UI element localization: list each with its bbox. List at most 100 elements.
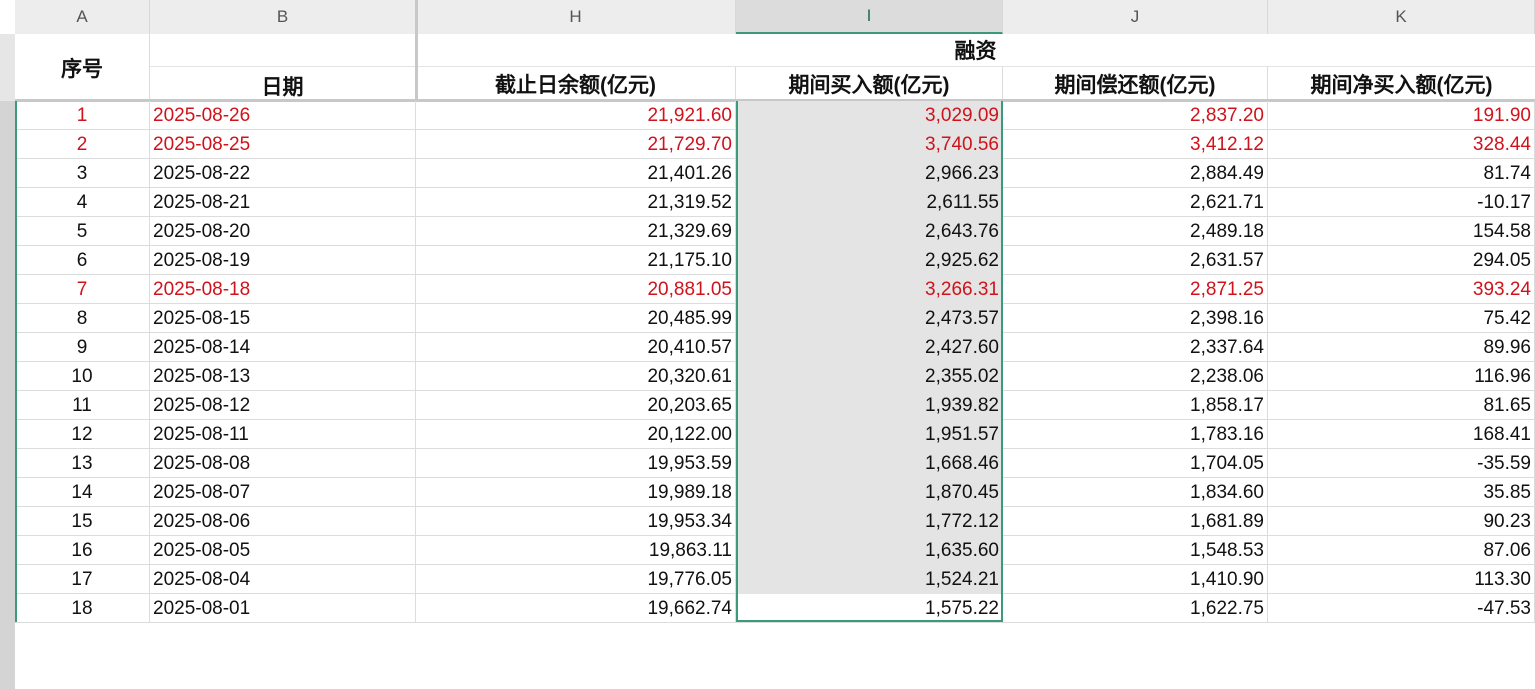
cell-I[interactable]: 2,611.55 [736,188,1003,217]
cell-J[interactable]: 1,783.16 [1003,420,1268,449]
cell-H[interactable]: 19,953.34 [416,507,736,536]
cell-B[interactable]: 2025-08-18 [150,275,416,304]
cell-K[interactable]: 168.41 [1268,420,1535,449]
cell-I[interactable]: 2,473.57 [736,304,1003,333]
cell-A[interactable]: 17 [15,565,150,594]
cell-I[interactable]: 1,772.12 [736,507,1003,536]
cell-A[interactable]: 11 [15,391,150,420]
cell-K[interactable]: 87.06 [1268,536,1535,565]
cell-A[interactable]: 12 [15,420,150,449]
cell-B[interactable]: 2025-08-20 [150,217,416,246]
cell-J[interactable]: 1,681.89 [1003,507,1268,536]
cell-H[interactable]: 21,329.69 [416,217,736,246]
cell-K[interactable]: 294.05 [1268,246,1535,275]
cell-K[interactable]: 116.96 [1268,362,1535,391]
cell-J[interactable]: 1,834.60 [1003,478,1268,507]
cell-K[interactable]: 113.30 [1268,565,1535,594]
cell-K[interactable]: -10.17 [1268,188,1535,217]
cell-I[interactable]: 1,668.46 [736,449,1003,478]
cell-B[interactable]: 2025-08-08 [150,449,416,478]
cell-J[interactable]: 3,412.12 [1003,130,1268,159]
cell-H[interactable]: 20,203.65 [416,391,736,420]
cell-J[interactable]: 2,631.57 [1003,246,1268,275]
cell-J[interactable]: 1,548.53 [1003,536,1268,565]
cell-H[interactable]: 20,320.61 [416,362,736,391]
cell-J[interactable]: 1,410.90 [1003,565,1268,594]
cell-B[interactable]: 2025-08-19 [150,246,416,275]
cell-H[interactable]: 20,881.05 [416,275,736,304]
cell-A[interactable]: 14 [15,478,150,507]
column-header-B[interactable]: B [150,0,416,34]
cell-J[interactable]: 2,871.25 [1003,275,1268,304]
cell-A[interactable]: 4 [15,188,150,217]
cell-I[interactable]: 3,029.09 [736,101,1003,130]
cell-A[interactable]: 8 [15,304,150,333]
cell-J[interactable]: 2,884.49 [1003,159,1268,188]
cell-I[interactable]: 2,925.62 [736,246,1003,275]
column-header-K[interactable]: K [1268,0,1535,34]
cell-H[interactable]: 20,410.57 [416,333,736,362]
column-header-H[interactable]: H [416,0,736,34]
cell-I[interactable]: 2,427.60 [736,333,1003,362]
cell-B[interactable]: 2025-08-26 [150,101,416,130]
cell-A[interactable]: 9 [15,333,150,362]
cell-H[interactable]: 21,319.52 [416,188,736,217]
cell-K[interactable]: 90.23 [1268,507,1535,536]
cell-A[interactable]: 15 [15,507,150,536]
cell-I[interactable]: 3,266.31 [736,275,1003,304]
cell-A[interactable]: 6 [15,246,150,275]
cell-J[interactable]: 2,837.20 [1003,101,1268,130]
cell-A[interactable]: 13 [15,449,150,478]
cell-K[interactable]: 89.96 [1268,333,1535,362]
cell-I[interactable]: 2,355.02 [736,362,1003,391]
cell-H[interactable]: 21,921.60 [416,101,736,130]
cell-J[interactable]: 2,621.71 [1003,188,1268,217]
cell-B[interactable]: 2025-08-12 [150,391,416,420]
cell-K[interactable]: 81.65 [1268,391,1535,420]
cell-K[interactable]: 75.42 [1268,304,1535,333]
cell-A[interactable]: 16 [15,536,150,565]
cell-I[interactable]: 1,939.82 [736,391,1003,420]
cell-J[interactable]: 2,238.06 [1003,362,1268,391]
cell-J[interactable]: 2,398.16 [1003,304,1268,333]
cell-A[interactable]: 7 [15,275,150,304]
cell-B[interactable]: 2025-08-07 [150,478,416,507]
cell-H[interactable]: 19,662.74 [416,594,736,623]
column-header-J[interactable]: J [1003,0,1268,34]
cell-H[interactable]: 21,729.70 [416,130,736,159]
cell-K[interactable]: 191.90 [1268,101,1535,130]
cell-B[interactable]: 2025-08-04 [150,565,416,594]
cell-B[interactable]: 2025-08-01 [150,594,416,623]
cell-B[interactable]: 2025-08-05 [150,536,416,565]
cell-B[interactable]: 2025-08-22 [150,159,416,188]
cell-A[interactable]: 2 [15,130,150,159]
cell-A[interactable]: 10 [15,362,150,391]
cell-H[interactable]: 20,122.00 [416,420,736,449]
cell-H[interactable]: 19,953.59 [416,449,736,478]
column-header-I[interactable]: I [736,0,1003,34]
cell-B[interactable]: 2025-08-15 [150,304,416,333]
cell-B[interactable]: 2025-08-13 [150,362,416,391]
cell-H[interactable]: 19,776.05 [416,565,736,594]
cell-J[interactable]: 1,704.05 [1003,449,1268,478]
cell-I[interactable]: 1,870.45 [736,478,1003,507]
cell-A[interactable]: 18 [15,594,150,623]
cell-I[interactable]: 2,966.23 [736,159,1003,188]
cell-K[interactable]: 328.44 [1268,130,1535,159]
cell-I[interactable]: 3,740.56 [736,130,1003,159]
cell-J[interactable]: 2,337.64 [1003,333,1268,362]
cell-J[interactable]: 1,858.17 [1003,391,1268,420]
cell-B[interactable]: 2025-08-14 [150,333,416,362]
cell-K[interactable]: -35.59 [1268,449,1535,478]
cell-K[interactable]: 81.74 [1268,159,1535,188]
cell-I[interactable]: 2,643.76 [736,217,1003,246]
cell-B[interactable]: 2025-08-21 [150,188,416,217]
cell-J[interactable]: 1,622.75 [1003,594,1268,623]
cell-A[interactable]: 3 [15,159,150,188]
cell-K[interactable]: 154.58 [1268,217,1535,246]
cell-I[interactable]: 1,951.57 [736,420,1003,449]
cell-A[interactable]: 1 [15,101,150,130]
cell-H[interactable]: 20,485.99 [416,304,736,333]
cell-H[interactable]: 21,401.26 [416,159,736,188]
cell-B[interactable]: 2025-08-11 [150,420,416,449]
